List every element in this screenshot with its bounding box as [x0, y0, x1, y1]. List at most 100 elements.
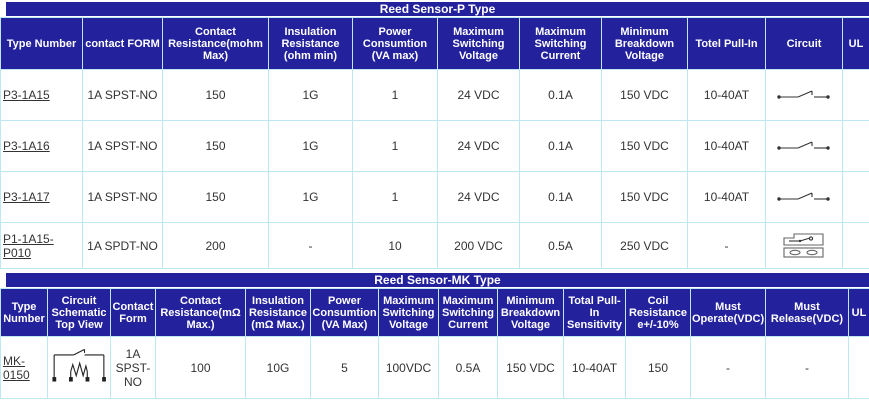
type-number-link[interactable]: P3-1A15	[3, 88, 50, 102]
cell-ul	[848, 336, 869, 399]
cell-contact-form: 1A SPST-NO	[82, 69, 163, 121]
cell-insulation-resistance: 1G	[268, 120, 353, 172]
column-header-ul: UL	[848, 288, 869, 337]
cell-min-breakdown-voltage: 150 VDC	[601, 171, 688, 223]
cell-max-switching-current: 0.1A	[519, 69, 602, 121]
cell-contact-resistance: 200	[162, 222, 269, 269]
column-header-insulation-resistance: Insulation Resistance (ohm min)	[268, 17, 353, 70]
package-circuit-icon	[781, 229, 827, 259]
cell-power-consumption: 10	[352, 222, 438, 269]
cell-max-switching-voltage: 200 VDC	[437, 222, 520, 269]
table-row: P1-1A15-P010 1A SPDT-NO 200 - 10 200 VDC…	[0, 222, 869, 269]
cell-power-consumption: 1	[352, 171, 438, 223]
cell-type-number: P3-1A16	[0, 120, 83, 172]
reed-sensor-p-section: Reed Sensor-P Type Type Number contact F…	[0, 2, 869, 269]
spst-no-circuit-icon	[776, 87, 832, 101]
cell-total-pull-in-sensitivity: 10-40AT	[563, 336, 626, 399]
cell-type-number: MK-0150	[0, 336, 48, 399]
cell-total-pull-in: -	[687, 222, 766, 269]
cell-power-consumption: 1	[352, 120, 438, 172]
cell-min-breakdown-voltage: 150 VDC	[601, 69, 688, 121]
column-header-min-breakdown-voltage: Minimum Breakdown Voltage	[601, 17, 688, 70]
cell-contact-form: 1A SPST-NO	[110, 336, 156, 399]
cell-insulation-resistance: 1G	[268, 171, 353, 223]
cell-contact-form: 1A SPST-NO	[82, 171, 163, 223]
mk-schematic-circuit-icon	[50, 341, 108, 391]
cell-contact-form: 1A SPDT-NO	[82, 222, 163, 269]
table-row: P3-1A16 1A SPST-NO 150 1G 1 24 VDC 0.1A …	[0, 120, 869, 172]
column-header-total-pull-in: Totel Pull-In	[687, 17, 766, 70]
type-number-link[interactable]: P3-1A17	[3, 190, 50, 204]
cell-max-switching-voltage: 24 VDC	[437, 69, 520, 121]
table-row: P3-1A17 1A SPST-NO 150 1G 1 24 VDC 0.1A …	[0, 171, 869, 223]
cell-total-pull-in: 10-40AT	[687, 69, 766, 121]
column-header-type-number: Type Number	[0, 17, 83, 70]
cell-must-operate: -	[690, 336, 766, 399]
column-header-total-pull-in-sensitivity: Total Pull-In Sensitivity	[563, 288, 626, 337]
cell-max-switching-current: 0.1A	[519, 171, 602, 223]
table-p-title: Reed Sensor-P Type	[6, 2, 869, 16]
table-row: MK-0150	[0, 336, 869, 399]
cell-insulation-resistance: -	[268, 222, 353, 269]
cell-coil-resistance: 150	[625, 336, 691, 399]
cell-type-number: P3-1A17	[0, 171, 83, 223]
cell-circuit	[765, 171, 843, 223]
table-mk-title: Reed Sensor-MK Type	[6, 273, 869, 287]
column-header-must-release: Must Release(VDC)	[765, 288, 849, 337]
cell-power-consumption: 5	[310, 336, 379, 399]
column-header-max-switching-current: Maximum Switching Current	[519, 17, 602, 70]
cell-contact-resistance: 150	[162, 120, 269, 172]
column-header-circuit: Circuit	[765, 17, 843, 70]
column-header-contact-resistance: Contact Resistance(mΩ Max.)	[155, 288, 246, 337]
table-gap	[0, 269, 869, 271]
spst-no-circuit-icon	[776, 189, 832, 203]
cell-contact-resistance: 150	[162, 171, 269, 223]
column-header-max-switching-voltage: Maximum Switching Voltage	[378, 288, 439, 337]
column-header-power-consumption: Power Consumtion (VA max)	[352, 17, 438, 70]
spst-no-circuit-icon	[776, 138, 832, 152]
cell-ul	[842, 69, 869, 121]
cell-ul	[842, 120, 869, 172]
cell-power-consumption: 1	[352, 69, 438, 121]
cell-max-switching-voltage: 24 VDC	[437, 171, 520, 223]
cell-min-breakdown-voltage: 250 VDC	[601, 222, 688, 269]
cell-circuit-schematic	[47, 336, 111, 399]
cell-max-switching-current: 0.5A	[438, 336, 498, 399]
cell-contact-form: 1A SPST-NO	[82, 120, 163, 172]
cell-circuit	[765, 69, 843, 121]
cell-contact-resistance: 150	[162, 69, 269, 121]
cell-total-pull-in: 10-40AT	[687, 120, 766, 172]
column-header-contact-form: contact FORM	[82, 17, 163, 70]
cell-max-switching-voltage: 24 VDC	[437, 120, 520, 172]
cell-type-number: P1-1A15-P010	[0, 222, 83, 269]
cell-insulation-resistance: 10G	[245, 336, 311, 399]
type-number-link[interactable]: P1-1A15-P010	[3, 231, 54, 260]
column-header-power-consumption: Power Consumtion (VA Max)	[310, 288, 379, 337]
cell-min-breakdown-voltage: 150 VDC	[497, 336, 564, 399]
cell-must-release: -	[765, 336, 849, 399]
column-header-ul: UL	[842, 17, 869, 70]
column-header-insulation-resistance: Insulation Resistance (mΩ Max.)	[245, 288, 311, 337]
table-mk-header: Type Number Circuit Schematic Top View C…	[0, 288, 869, 337]
cell-max-switching-current: 0.5A	[519, 222, 602, 269]
cell-min-breakdown-voltage: 150 VDC	[601, 120, 688, 172]
table-mk: Type Number Circuit Schematic Top View C…	[0, 288, 869, 399]
type-number-link[interactable]: MK-0150	[3, 353, 30, 382]
column-header-contact-resistance: Contact Resistance(mohm Max)	[162, 17, 269, 70]
type-number-link[interactable]: P3-1A16	[3, 139, 50, 153]
column-header-must-operate: Must Operate(VDC)	[690, 288, 766, 337]
cell-ul	[842, 171, 869, 223]
cell-circuit	[765, 120, 843, 172]
column-header-coil-resistance: Coil Resistance e+/-10%	[625, 288, 691, 337]
cell-insulation-resistance: 1G	[268, 69, 353, 121]
cell-max-switching-voltage: 100VDC	[378, 336, 439, 399]
cell-ul	[842, 222, 869, 269]
cell-type-number: P3-1A15	[0, 69, 83, 121]
reed-sensor-mk-section: Reed Sensor-MK Type Type Number Circuit …	[0, 273, 869, 399]
table-row: P3-1A15 1A SPST-NO 150 1G 1 24 VDC 0.1A …	[0, 69, 869, 121]
table-p: Type Number contact FORM Contact Resista…	[0, 17, 869, 269]
table-p-header: Type Number contact FORM Contact Resista…	[0, 17, 869, 70]
column-header-type-number: Type Number	[0, 288, 48, 337]
cell-circuit	[765, 222, 843, 269]
